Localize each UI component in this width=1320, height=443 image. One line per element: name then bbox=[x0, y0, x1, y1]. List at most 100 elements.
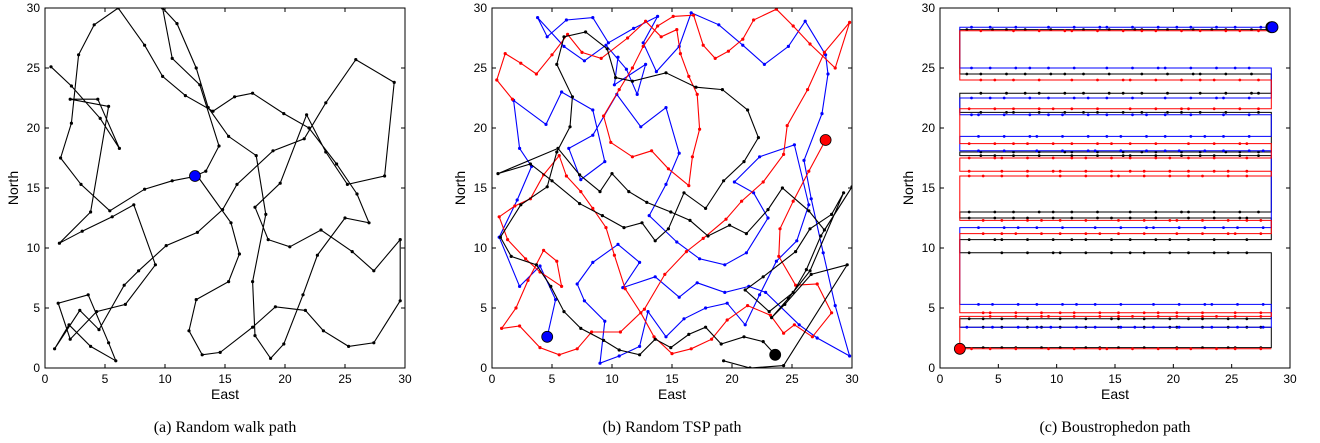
lane-point-black-8-6 bbox=[1187, 238, 1190, 242]
data-point-s1-9 bbox=[792, 323, 797, 327]
lane-point-black-9-3 bbox=[1000, 251, 1004, 255]
lane-point-blue-2-9 bbox=[1047, 96, 1050, 100]
lane-point-red-6-4 bbox=[1142, 174, 1146, 178]
lane-point-black-10-13 bbox=[967, 317, 971, 321]
data-point-s2-5 bbox=[687, 332, 691, 336]
data-point-s1-35 bbox=[542, 248, 546, 252]
data-point-s2-8 bbox=[638, 353, 642, 357]
lane-point-red-1-7 bbox=[1096, 78, 1099, 82]
data-point-s0-39 bbox=[305, 113, 309, 117]
lane-point-black-2-8 bbox=[1005, 91, 1008, 95]
lane-point-red-0-0 bbox=[1070, 29, 1074, 33]
data-point-s0-39 bbox=[664, 335, 668, 339]
lane-point-black-1-5 bbox=[1005, 72, 1008, 76]
data-point-s1-59 bbox=[791, 24, 795, 28]
data-point-s0-45 bbox=[582, 299, 587, 303]
data-point-s0-48 bbox=[398, 299, 402, 303]
lane-point-black-9-2 bbox=[1226, 251, 1230, 255]
lane-point-red-1-6 bbox=[1012, 78, 1015, 82]
y-tick-label-4: 20 bbox=[922, 121, 936, 135]
lane-point-blue-8-4 bbox=[991, 325, 994, 329]
x-tick-label-1: 5 bbox=[549, 372, 556, 386]
lane-point-blue-6-2 bbox=[1016, 226, 1020, 230]
data-point-s0-66 bbox=[79, 182, 83, 186]
data-point-s1-48 bbox=[701, 236, 705, 240]
lane-point-black-10-9 bbox=[1245, 317, 1249, 321]
data-point-s0-40 bbox=[646, 310, 650, 314]
lane-point-red-6-8 bbox=[1168, 174, 1172, 178]
lane-point-black-2-2 bbox=[1121, 91, 1125, 95]
lane-point-red-8-6 bbox=[1117, 232, 1120, 236]
data-point-s2-9 bbox=[617, 348, 621, 352]
lane-point-black-7-4 bbox=[967, 216, 971, 220]
data-point-s0-1 bbox=[69, 84, 73, 88]
data-point-s0-40 bbox=[278, 181, 282, 185]
lane-point-red-1-13 bbox=[979, 78, 983, 82]
lane-point-black-7-11 bbox=[1238, 216, 1242, 220]
y-tick-label-1: 5 bbox=[480, 301, 487, 315]
data-point-s0-76 bbox=[656, 14, 660, 18]
data-point-s0-44 bbox=[319, 228, 323, 232]
data-point-s1-58 bbox=[808, 42, 812, 46]
lane-point-blue-0-11 bbox=[1098, 25, 1102, 29]
data-point-s0-14 bbox=[567, 146, 571, 150]
start-marker-0 bbox=[541, 330, 554, 343]
y-tick-label-4: 20 bbox=[27, 121, 41, 135]
data-point-s1-20 bbox=[612, 253, 617, 257]
lane-point-red-11-12 bbox=[1175, 347, 1179, 351]
lane-point-blue-0-2 bbox=[970, 25, 973, 29]
lane-point-red-4-9 bbox=[1128, 156, 1132, 160]
data-point-s2-38 bbox=[653, 239, 657, 243]
lane-point-red-4-5 bbox=[1110, 156, 1113, 160]
x-axis-label: East bbox=[211, 386, 239, 402]
data-point-s1-28 bbox=[513, 204, 517, 208]
y-tick-label-2: 10 bbox=[27, 241, 41, 255]
series-line-0 bbox=[498, 12, 851, 365]
data-point-s2-67 bbox=[761, 275, 765, 279]
lane-point-blue-2-10 bbox=[1131, 96, 1134, 100]
data-point-s0-49 bbox=[372, 341, 376, 345]
data-point-s1-85 bbox=[644, 19, 648, 23]
lane-point-red-5-4 bbox=[1084, 169, 1088, 173]
data-point-s0-28 bbox=[732, 180, 737, 184]
lane-point-red-2-9 bbox=[1012, 107, 1015, 111]
data-point-s1-37 bbox=[514, 306, 518, 310]
lane-point-black-2-5 bbox=[1063, 91, 1067, 95]
lane-point-blue-7-13 bbox=[1061, 303, 1064, 306]
data-point-s0-100 bbox=[204, 169, 208, 173]
lane-point-black-9-7 bbox=[1026, 251, 1029, 255]
series-line-0 bbox=[50, 8, 401, 363]
lane-point-red-3-6 bbox=[1128, 142, 1132, 146]
lane-point-red-11-11 bbox=[1098, 347, 1102, 351]
data-point-s0-89 bbox=[612, 83, 617, 87]
lane-point-blue-7-0 bbox=[1210, 303, 1214, 306]
lane-point-black-7-0 bbox=[1245, 216, 1249, 220]
data-point-s0-77 bbox=[632, 26, 636, 30]
lane-point-red-11-9 bbox=[1233, 347, 1237, 351]
lane-point-black-1-6 bbox=[1082, 72, 1085, 76]
data-point-s1-84 bbox=[659, 35, 663, 39]
lane-point-blue-1-13 bbox=[1014, 66, 1018, 70]
data-point-s2-75 bbox=[783, 302, 787, 306]
lane-point-red-10-10 bbox=[1259, 315, 1263, 318]
lane-point-red-3-4 bbox=[967, 142, 971, 146]
lane-point-blue-1-5 bbox=[970, 66, 973, 70]
lane-point-blue-7-9 bbox=[1035, 303, 1039, 306]
data-point-s1-7 bbox=[830, 311, 834, 315]
lane-point-red-1-11 bbox=[1121, 78, 1125, 82]
data-point-s0-53 bbox=[273, 305, 277, 309]
lane-point-blue-2-11 bbox=[1215, 96, 1218, 100]
lane-point-black-3-11 bbox=[1005, 111, 1008, 114]
lane-point-black-9-1 bbox=[1142, 251, 1146, 255]
data-point-s1-65 bbox=[701, 43, 705, 47]
lane-point-red-4-0 bbox=[1000, 156, 1004, 160]
data-point-s1-54 bbox=[806, 88, 810, 92]
data-point-s0-56 bbox=[200, 353, 204, 357]
data-point-s1-57 bbox=[833, 66, 837, 70]
data-point-s0-9 bbox=[80, 229, 84, 233]
y-axis-label: North bbox=[900, 171, 916, 205]
data-point-s2-14 bbox=[534, 263, 539, 267]
lane-point-red-5-5 bbox=[1168, 169, 1172, 173]
data-point-s0-92 bbox=[227, 134, 231, 138]
lane-point-red-6-9 bbox=[1245, 174, 1249, 178]
